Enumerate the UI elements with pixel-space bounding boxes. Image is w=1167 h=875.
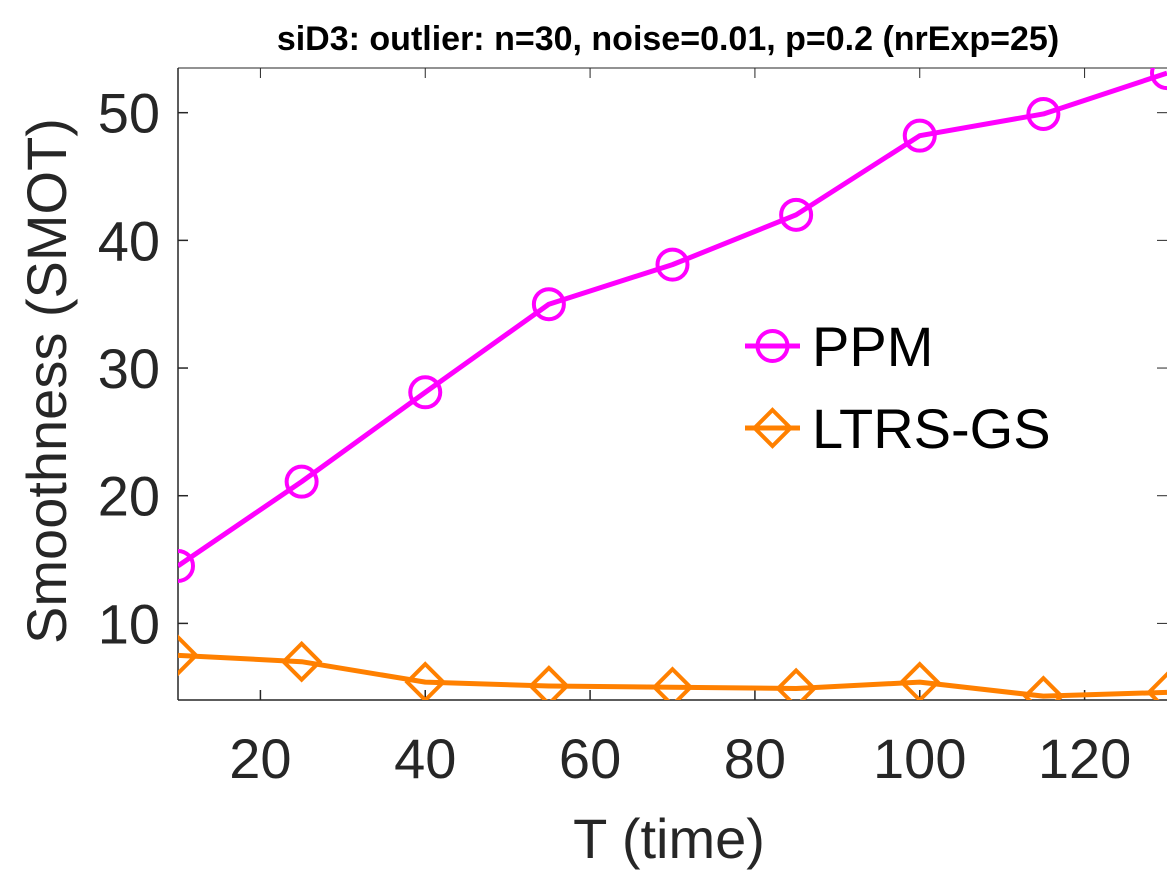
y-tick-label: 30 xyxy=(98,337,160,400)
legend-marker-ppm xyxy=(755,329,790,363)
data-point-ppm xyxy=(1026,96,1061,131)
x-tick-label: 60 xyxy=(559,727,621,790)
y-tick-label: 10 xyxy=(98,592,160,655)
chart-title: siD3: outlier: n=30, noise=0.01, p=0.2 (… xyxy=(277,20,1059,58)
data-point-ltrs-gs xyxy=(528,665,570,700)
series-line-ppm xyxy=(178,70,1167,569)
data-point-ppm xyxy=(408,375,443,410)
legend-marker-ltrs-gs xyxy=(751,407,794,449)
data-point-ppm xyxy=(284,464,319,499)
data-point-ppm xyxy=(178,548,195,583)
data-point-ltrs-gs xyxy=(404,661,447,700)
legend-label-ppm: PPM xyxy=(812,315,933,378)
data-point-ltrs-gs xyxy=(280,640,323,683)
tick-labels: 20 40 60 80 100 120 10 20 30 40 50 xyxy=(98,82,1132,790)
data-point-ltrs-gs xyxy=(178,634,199,677)
data-point-ltrs-gs xyxy=(651,666,694,700)
data-point-ltrs-gs xyxy=(1146,671,1167,700)
legend-label-ltrs-gs: LTRS-GS xyxy=(812,397,1051,460)
y-axis-label: Smoothness (SMOT) xyxy=(15,118,78,644)
legend: PPM LTRS-GS xyxy=(745,315,1051,460)
y-tick-label: 50 xyxy=(98,82,160,145)
x-tick-label: 20 xyxy=(229,727,291,790)
y-tick-label: 20 xyxy=(98,465,160,528)
data-point-ltrs-gs xyxy=(775,667,817,700)
data-point-ppm xyxy=(1150,68,1167,91)
data-point-ppm xyxy=(531,287,566,322)
data-point-ltrs-gs xyxy=(1022,675,1065,700)
series-layer xyxy=(178,68,1167,700)
plot-area xyxy=(178,68,1167,700)
x-tick-label: 80 xyxy=(724,727,786,790)
y-tick-label: 40 xyxy=(98,209,160,272)
data-point-ltrs-gs xyxy=(898,661,941,700)
x-tick-label: 40 xyxy=(394,727,456,790)
x-axis-label: T (time) xyxy=(573,807,765,870)
x-tick-label: 120 xyxy=(1038,727,1131,790)
data-point-ppm xyxy=(902,118,937,153)
series-line-ltrs-gs xyxy=(178,652,1167,699)
data-point-ppm xyxy=(779,197,814,232)
data-point-ppm xyxy=(655,247,690,282)
x-tick-label: 100 xyxy=(873,727,966,790)
